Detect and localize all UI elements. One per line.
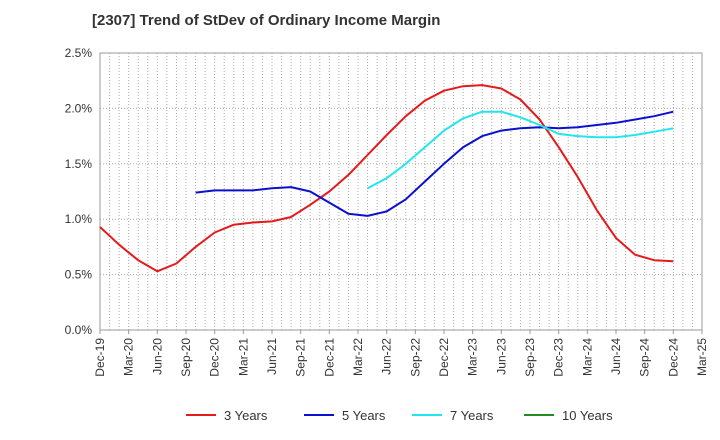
x-tick-label: Mar-22 — [351, 338, 365, 376]
x-tick-label: Mar-21 — [236, 338, 250, 376]
series-line-3-years — [99, 84, 674, 273]
x-tick-label: Sep-21 — [294, 338, 308, 377]
x-tick-label: Dec-22 — [437, 338, 451, 377]
x-tick-label: Dec-20 — [208, 338, 222, 377]
y-tick-label: 2.5% — [65, 46, 93, 60]
legend-label: 7 Years — [450, 408, 494, 423]
x-tick-label: Mar-25 — [695, 338, 709, 376]
y-tick-label: 2.0% — [65, 101, 93, 115]
y-tick-label: 1.5% — [65, 157, 93, 171]
legend-label: 3 Years — [224, 408, 268, 423]
x-tick-label: Mar-24 — [580, 338, 594, 376]
x-tick-label: Sep-20 — [179, 338, 193, 377]
y-tick-label: 1.0% — [65, 212, 93, 226]
x-tick-label: Dec-19 — [93, 338, 107, 377]
x-tick-label: Jun-23 — [494, 338, 508, 375]
x-tick-label: Dec-24 — [666, 338, 680, 377]
x-tick-label: Sep-23 — [523, 338, 537, 377]
x-tick-label: Dec-23 — [552, 338, 566, 377]
x-tick-label: Jun-22 — [380, 338, 394, 375]
y-tick-label: 0.0% — [65, 323, 93, 337]
series-line-5-years — [195, 110, 674, 217]
plot-area — [99, 52, 703, 331]
x-tick-label: Jun-21 — [265, 338, 279, 375]
y-tick-label: 0.5% — [65, 268, 93, 282]
series-line-7-years — [367, 110, 674, 190]
x-tick-label: Mar-20 — [122, 338, 136, 376]
legend-label: 5 Years — [342, 408, 386, 423]
x-tick-label: Jun-20 — [150, 338, 164, 375]
x-tick-label: Jun-24 — [609, 338, 623, 375]
legend-label: 10 Years — [562, 408, 613, 423]
chart-title: [2307] Trend of StDev of Ordinary Income… — [92, 12, 441, 29]
x-tick-label: Dec-21 — [322, 338, 336, 377]
x-tick-label: Sep-22 — [408, 338, 422, 377]
x-tick-label: Sep-24 — [638, 338, 652, 377]
x-tick-label: Mar-23 — [466, 338, 480, 376]
